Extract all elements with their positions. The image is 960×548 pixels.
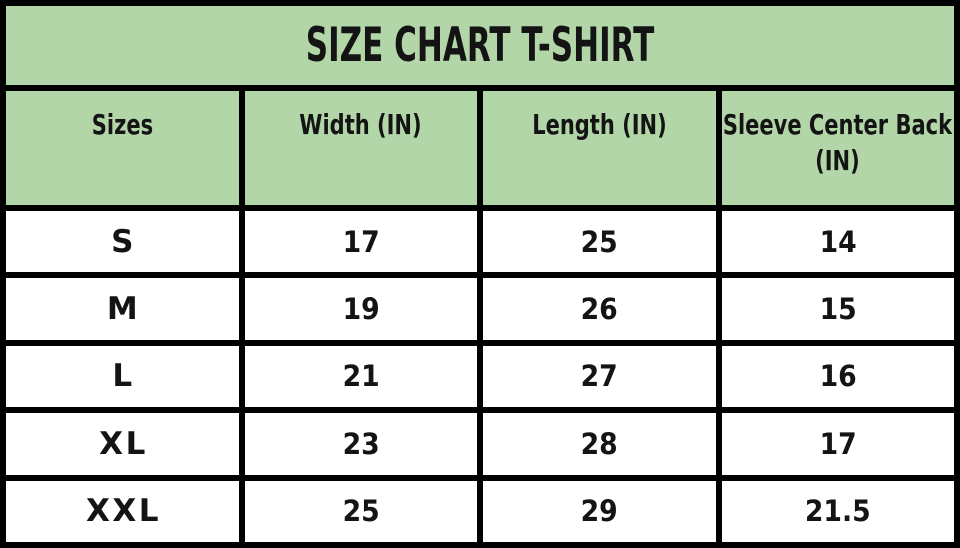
header-cell-width: Width (IN) (244, 91, 477, 205)
size-label: M (106, 291, 141, 328)
header-label-sizes: Sizes (91, 108, 153, 141)
width-cell: 17 (244, 211, 477, 273)
length-cell: 28 (483, 413, 716, 475)
sleeve-cell: 16 (721, 345, 954, 408)
header-label-sleeve: Sleeve Center Back (IN) (723, 108, 953, 177)
sleeve-cell: 15 (721, 278, 954, 340)
width-cell: 19 (244, 278, 477, 340)
header-cell-sleeve: Sleeve Center Back (IN) (721, 91, 954, 205)
size-label: XL (99, 425, 148, 462)
header-label-length: Length (IN) (532, 108, 667, 141)
header-label-width: Width (IN) (299, 108, 422, 141)
length-cell: 26 (483, 278, 716, 340)
size-label: S (111, 223, 136, 260)
sleeve-cell: 17 (721, 413, 954, 475)
chart-title-bar: SIZE CHART T-SHIRT (6, 6, 954, 85)
length-cell: 29 (483, 480, 716, 542)
size-cell: XXL (6, 480, 239, 542)
header-cell-length: Length (IN) (483, 91, 716, 205)
sleeve-value: 15 (819, 292, 857, 327)
sleeve-value: 21.5 (804, 494, 871, 529)
length-value: 25 (580, 224, 618, 259)
width-cell: 21 (244, 345, 477, 408)
width-value: 21 (342, 359, 380, 394)
width-value: 23 (342, 426, 380, 461)
sleeve-value: 17 (819, 426, 857, 461)
size-cell: S (6, 211, 239, 273)
width-value: 19 (342, 292, 380, 327)
length-value: 26 (580, 292, 618, 327)
header-cell-sizes: Sizes (6, 91, 239, 205)
length-value: 29 (580, 494, 618, 529)
length-cell: 27 (483, 345, 716, 408)
length-value: 27 (580, 359, 618, 394)
width-cell: 23 (244, 413, 477, 475)
size-cell: L (6, 345, 239, 408)
size-cell: XL (6, 413, 239, 475)
sleeve-cell: 14 (721, 211, 954, 273)
sleeve-cell: 21.5 (721, 480, 954, 542)
sleeve-value: 16 (819, 359, 857, 394)
size-label: XXL (85, 493, 162, 530)
width-cell: 25 (244, 480, 477, 542)
sleeve-value: 14 (819, 224, 857, 259)
width-value: 17 (342, 224, 380, 259)
size-label: L (112, 358, 135, 395)
size-cell: M (6, 278, 239, 340)
length-cell: 25 (483, 211, 716, 273)
chart-title: SIZE CHART T-SHIRT (305, 18, 655, 73)
length-value: 28 (580, 426, 618, 461)
width-value: 25 (342, 494, 380, 529)
